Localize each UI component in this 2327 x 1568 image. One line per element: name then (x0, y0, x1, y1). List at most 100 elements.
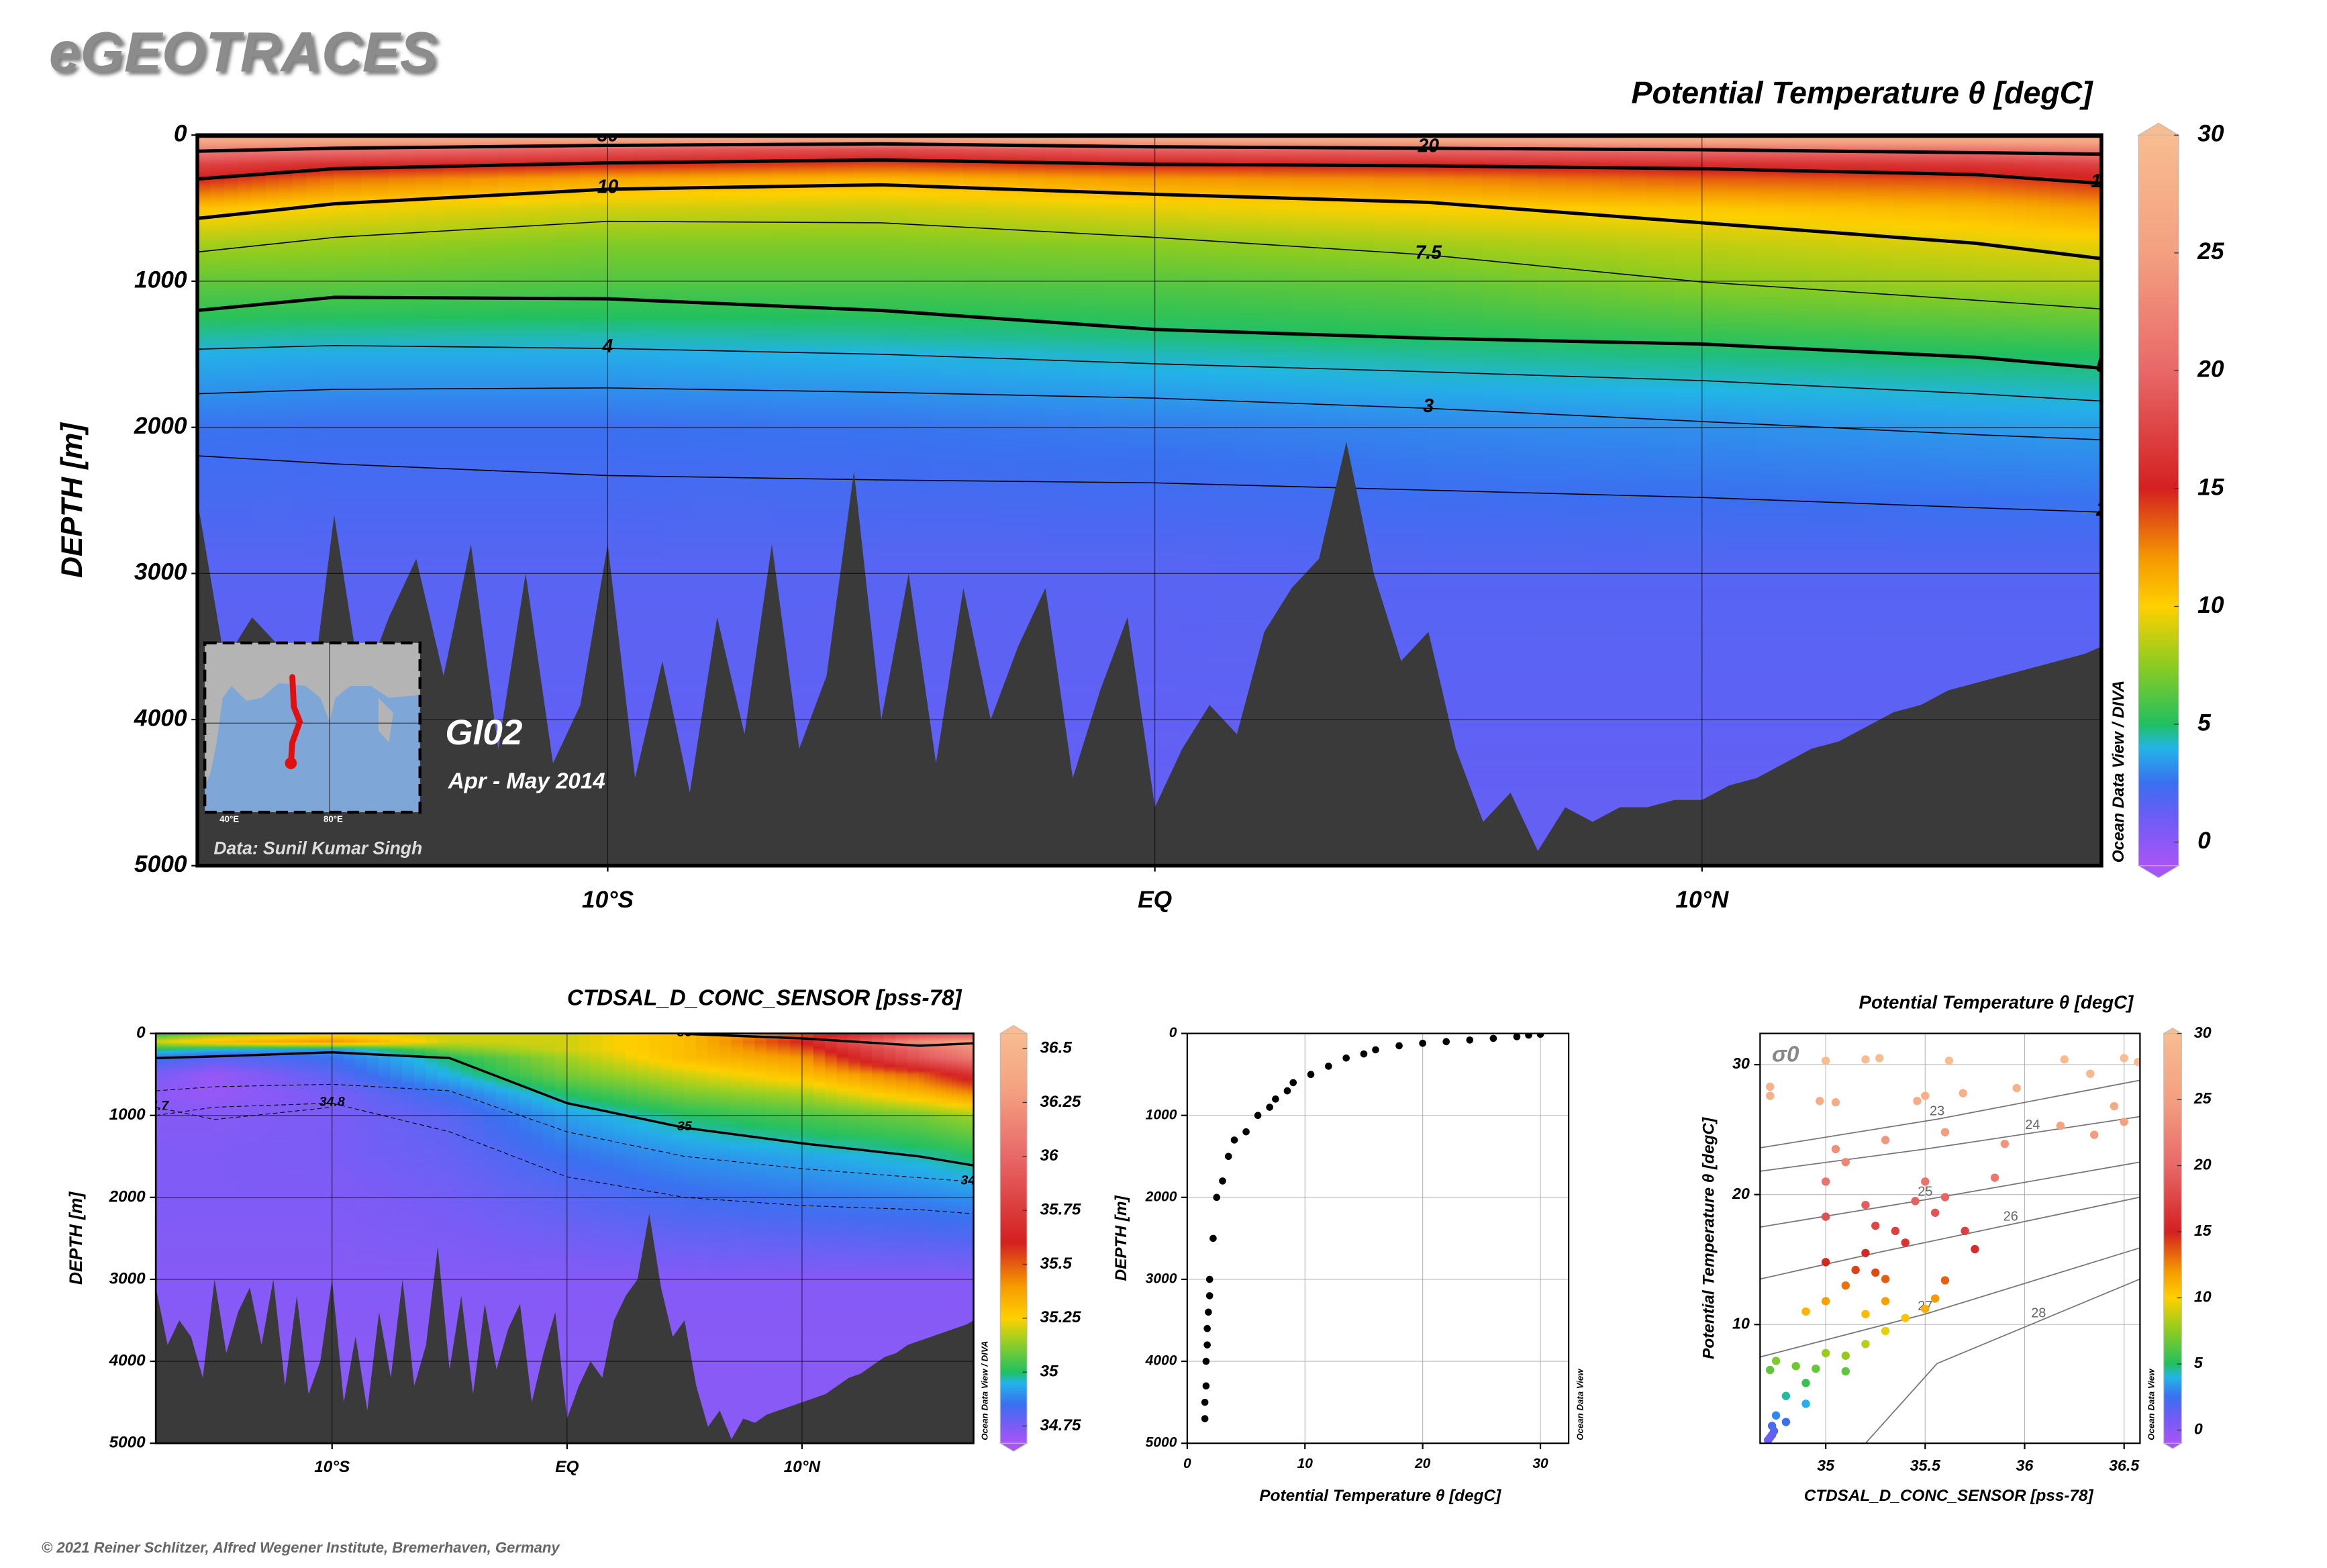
chart-title: CTDSAL_D_CONC_SENSOR [pss-78] (567, 986, 962, 1011)
inset-frame (203, 641, 422, 814)
plot-area: 363534.934.834.7 (156, 1033, 974, 1444)
data-point (1201, 1415, 1209, 1422)
density-label: σ0 (1772, 1042, 1799, 1067)
inset-land (205, 642, 420, 787)
field-strip (919, 1033, 926, 1444)
data-point (1442, 1038, 1450, 1046)
data-point (2090, 1130, 2099, 1139)
colorbar-tick-label: 30 (2197, 121, 2224, 147)
data-point (1771, 1357, 1781, 1365)
data-point (1841, 1367, 1850, 1376)
data-point (1525, 1033, 1532, 1039)
field-strip (956, 1033, 964, 1444)
data-point (1254, 1112, 1262, 1120)
x-tick-label: 0 (1183, 1456, 1191, 1471)
field-strip (907, 1033, 920, 1444)
data-point (1940, 1276, 1950, 1285)
chart-title: Potential Temperature θ [degC] (1859, 992, 2134, 1013)
isopycnal (1760, 1196, 2140, 1280)
colorbar-tick-label: 0 (2197, 828, 2211, 854)
field-strip (1154, 135, 1183, 866)
colorbar-tick-label: 20 (2197, 356, 2224, 383)
x-tick-label: EQ (555, 1458, 579, 1476)
y-tick-label: 20 (1732, 1185, 1750, 1202)
data-point (1881, 1326, 1890, 1336)
plot-frame (154, 1032, 975, 1444)
contour-label: 15 (2091, 170, 2113, 191)
page-title: eGEOTRACES (49, 20, 438, 83)
y-tick-label: 3000 (134, 559, 187, 585)
chart: 232425262728σ01020303535.53636.5Potentia… (1700, 992, 2212, 1506)
chart: 363534.934.834.701000200030004000500010°… (66, 986, 1081, 1477)
data-point (1990, 1173, 1999, 1182)
colorbar-tick-label: 35 (1040, 1363, 1059, 1381)
data-point (1219, 1177, 1226, 1185)
y-tick-label: 1000 (1146, 1107, 1177, 1122)
y-tick-label: 0 (136, 1024, 146, 1042)
field-strip (167, 1033, 175, 1444)
data-point (2000, 1139, 2010, 1148)
field-strip (924, 1033, 931, 1444)
field-strip (1701, 135, 1730, 866)
y-axis-label: DEPTH [m] (66, 1191, 86, 1285)
field-strip (1509, 135, 1538, 866)
data-point (1372, 1046, 1379, 1054)
field-strip (1592, 135, 1621, 866)
colorbar (999, 1033, 1028, 1444)
field-strip (308, 1033, 321, 1444)
data-point (2120, 1054, 2128, 1063)
isopycnal-label: 23 (1930, 1104, 1944, 1119)
y-axis-label: Potential Temperature θ [degC] (1700, 1117, 1718, 1359)
data-point (1821, 1177, 1830, 1186)
data-point (1841, 1158, 1850, 1167)
colorbar-tick-label: 10 (2194, 1288, 2212, 1306)
field-strip (1619, 135, 1648, 866)
colorbar-tick-label: 5 (2197, 709, 2212, 736)
isopycnal (1865, 1278, 2140, 1444)
plot-frame (195, 133, 2103, 868)
data-point (1781, 1418, 1791, 1426)
field-strip (1455, 135, 1484, 866)
y-tick-label: 1000 (109, 1106, 146, 1124)
field-strip (930, 1033, 936, 1444)
data-point (1242, 1128, 1250, 1136)
field-strip (161, 1033, 168, 1444)
colorbar (2163, 1033, 2182, 1444)
contour-label: 7.5 (1416, 241, 1443, 262)
data-point (1213, 1193, 1221, 1202)
field-strip (590, 1033, 603, 1444)
data-point (1205, 1292, 1214, 1300)
colorbar-tick-label: 15 (2194, 1222, 2212, 1239)
data-point (1791, 1362, 1800, 1371)
data-point (1940, 1128, 1950, 1136)
inset-map (203, 641, 422, 814)
data-point (1831, 1098, 1840, 1107)
y-tick-label: 5000 (1146, 1435, 1177, 1451)
field-strip (1646, 135, 1675, 866)
data-point (1891, 1226, 1900, 1236)
data-point (1765, 1091, 1775, 1100)
field-strip (813, 1033, 826, 1444)
field-strip (962, 1033, 969, 1444)
data-point (1781, 1391, 1791, 1400)
colorbar-tick-label: 0 (2194, 1420, 2203, 1438)
y-tick-label: 10 (1732, 1314, 1750, 1332)
plot-area: 232425262728 (1760, 1033, 2140, 1444)
field-strip (208, 1033, 215, 1444)
chart-title: Potential Temperature θ [degC] (1632, 75, 2094, 110)
data-point (1209, 1234, 1217, 1242)
bathymetry (156, 1214, 974, 1444)
field-strip (343, 1033, 356, 1444)
isopycnal-label: 26 (2003, 1209, 2018, 1224)
y-tick-label: 3000 (109, 1269, 146, 1287)
x-tick-label: 36.5 (2109, 1457, 2140, 1474)
period-label: Apr - May 2014 (448, 769, 605, 794)
data-point (1307, 1071, 1315, 1078)
data-point (1921, 1177, 1930, 1186)
y-tick-label: 30 (1732, 1055, 1750, 1072)
field-strip (836, 1033, 850, 1444)
field-strip (191, 1033, 198, 1444)
data-point (1901, 1314, 1910, 1322)
isopycnal-label: 24 (2025, 1118, 2040, 1132)
y-axis-label: DEPTH [m] (56, 422, 89, 578)
